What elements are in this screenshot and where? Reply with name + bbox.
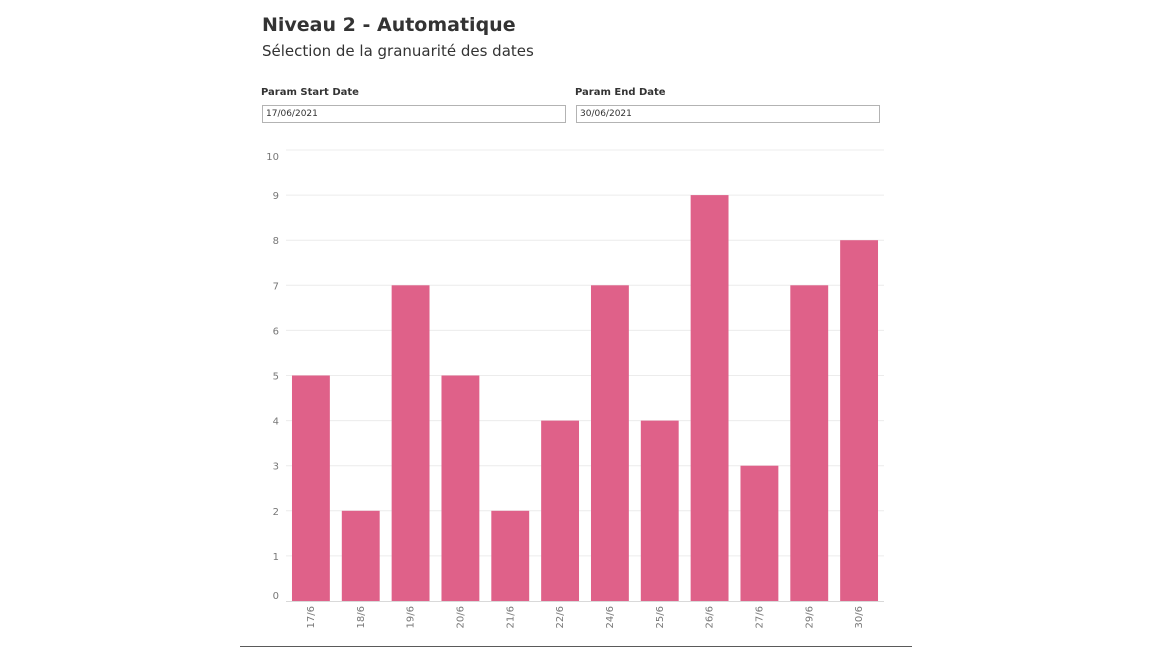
page-title: Niveau 2 - Automatique: [262, 14, 516, 36]
page-subtitle: Sélection de la granuarité des dates: [262, 42, 534, 60]
x-tick-label: 27/6: [754, 606, 765, 628]
y-tick-label: 2: [273, 507, 279, 518]
bar-22-6[interactable]: [541, 420, 580, 601]
bar-29-6[interactable]: [790, 285, 829, 601]
bar-18-6[interactable]: [341, 510, 380, 601]
param-end-date-input[interactable]: [576, 104, 880, 123]
x-tick-label: 19/6: [406, 606, 417, 628]
bar-20-6[interactable]: [441, 375, 480, 602]
x-tick-label: 21/6: [505, 606, 516, 628]
param-start-date: Param Start Date: [261, 87, 566, 123]
bar-19-6[interactable]: [391, 285, 430, 601]
y-tick-label: 10: [266, 152, 279, 163]
param-start-date-label: Param Start Date: [261, 87, 359, 98]
bar-25-6[interactable]: [640, 420, 679, 601]
y-tick-label: 0: [273, 591, 279, 602]
param-end-date: Param End Date: [575, 87, 880, 123]
bar-21-6[interactable]: [491, 510, 530, 601]
bar-24-6[interactable]: [590, 285, 629, 601]
param-end-date-label: Param End Date: [575, 87, 666, 98]
param-start-date-input[interactable]: [262, 104, 566, 123]
x-tick-label: 24/6: [605, 606, 616, 628]
bar-27-6[interactable]: [740, 465, 779, 601]
y-tick-label: 9: [273, 191, 279, 202]
y-tick-label: 1: [273, 552, 279, 563]
x-tick-label: 20/6: [455, 606, 466, 628]
x-tick-label: 30/6: [854, 606, 865, 628]
bar-17-6[interactable]: [291, 375, 330, 602]
y-tick-label: 7: [273, 281, 279, 292]
bottom-divider: [240, 646, 912, 647]
y-tick-label: 6: [273, 326, 279, 337]
y-tick-label: 3: [273, 462, 279, 473]
x-tick-label: 22/6: [555, 606, 566, 628]
x-tick-label: 29/6: [804, 606, 815, 628]
x-tick-label: 18/6: [356, 606, 367, 628]
x-tick-label: 26/6: [705, 606, 716, 628]
y-tick-label: 5: [273, 372, 279, 383]
x-tick-label: 25/6: [655, 606, 666, 628]
bar-30-6[interactable]: [840, 240, 879, 601]
y-tick-label: 8: [273, 236, 279, 247]
x-tick-label: 17/6: [306, 606, 317, 628]
bar-26-6[interactable]: [690, 195, 729, 601]
y-tick-label: 4: [273, 417, 279, 428]
